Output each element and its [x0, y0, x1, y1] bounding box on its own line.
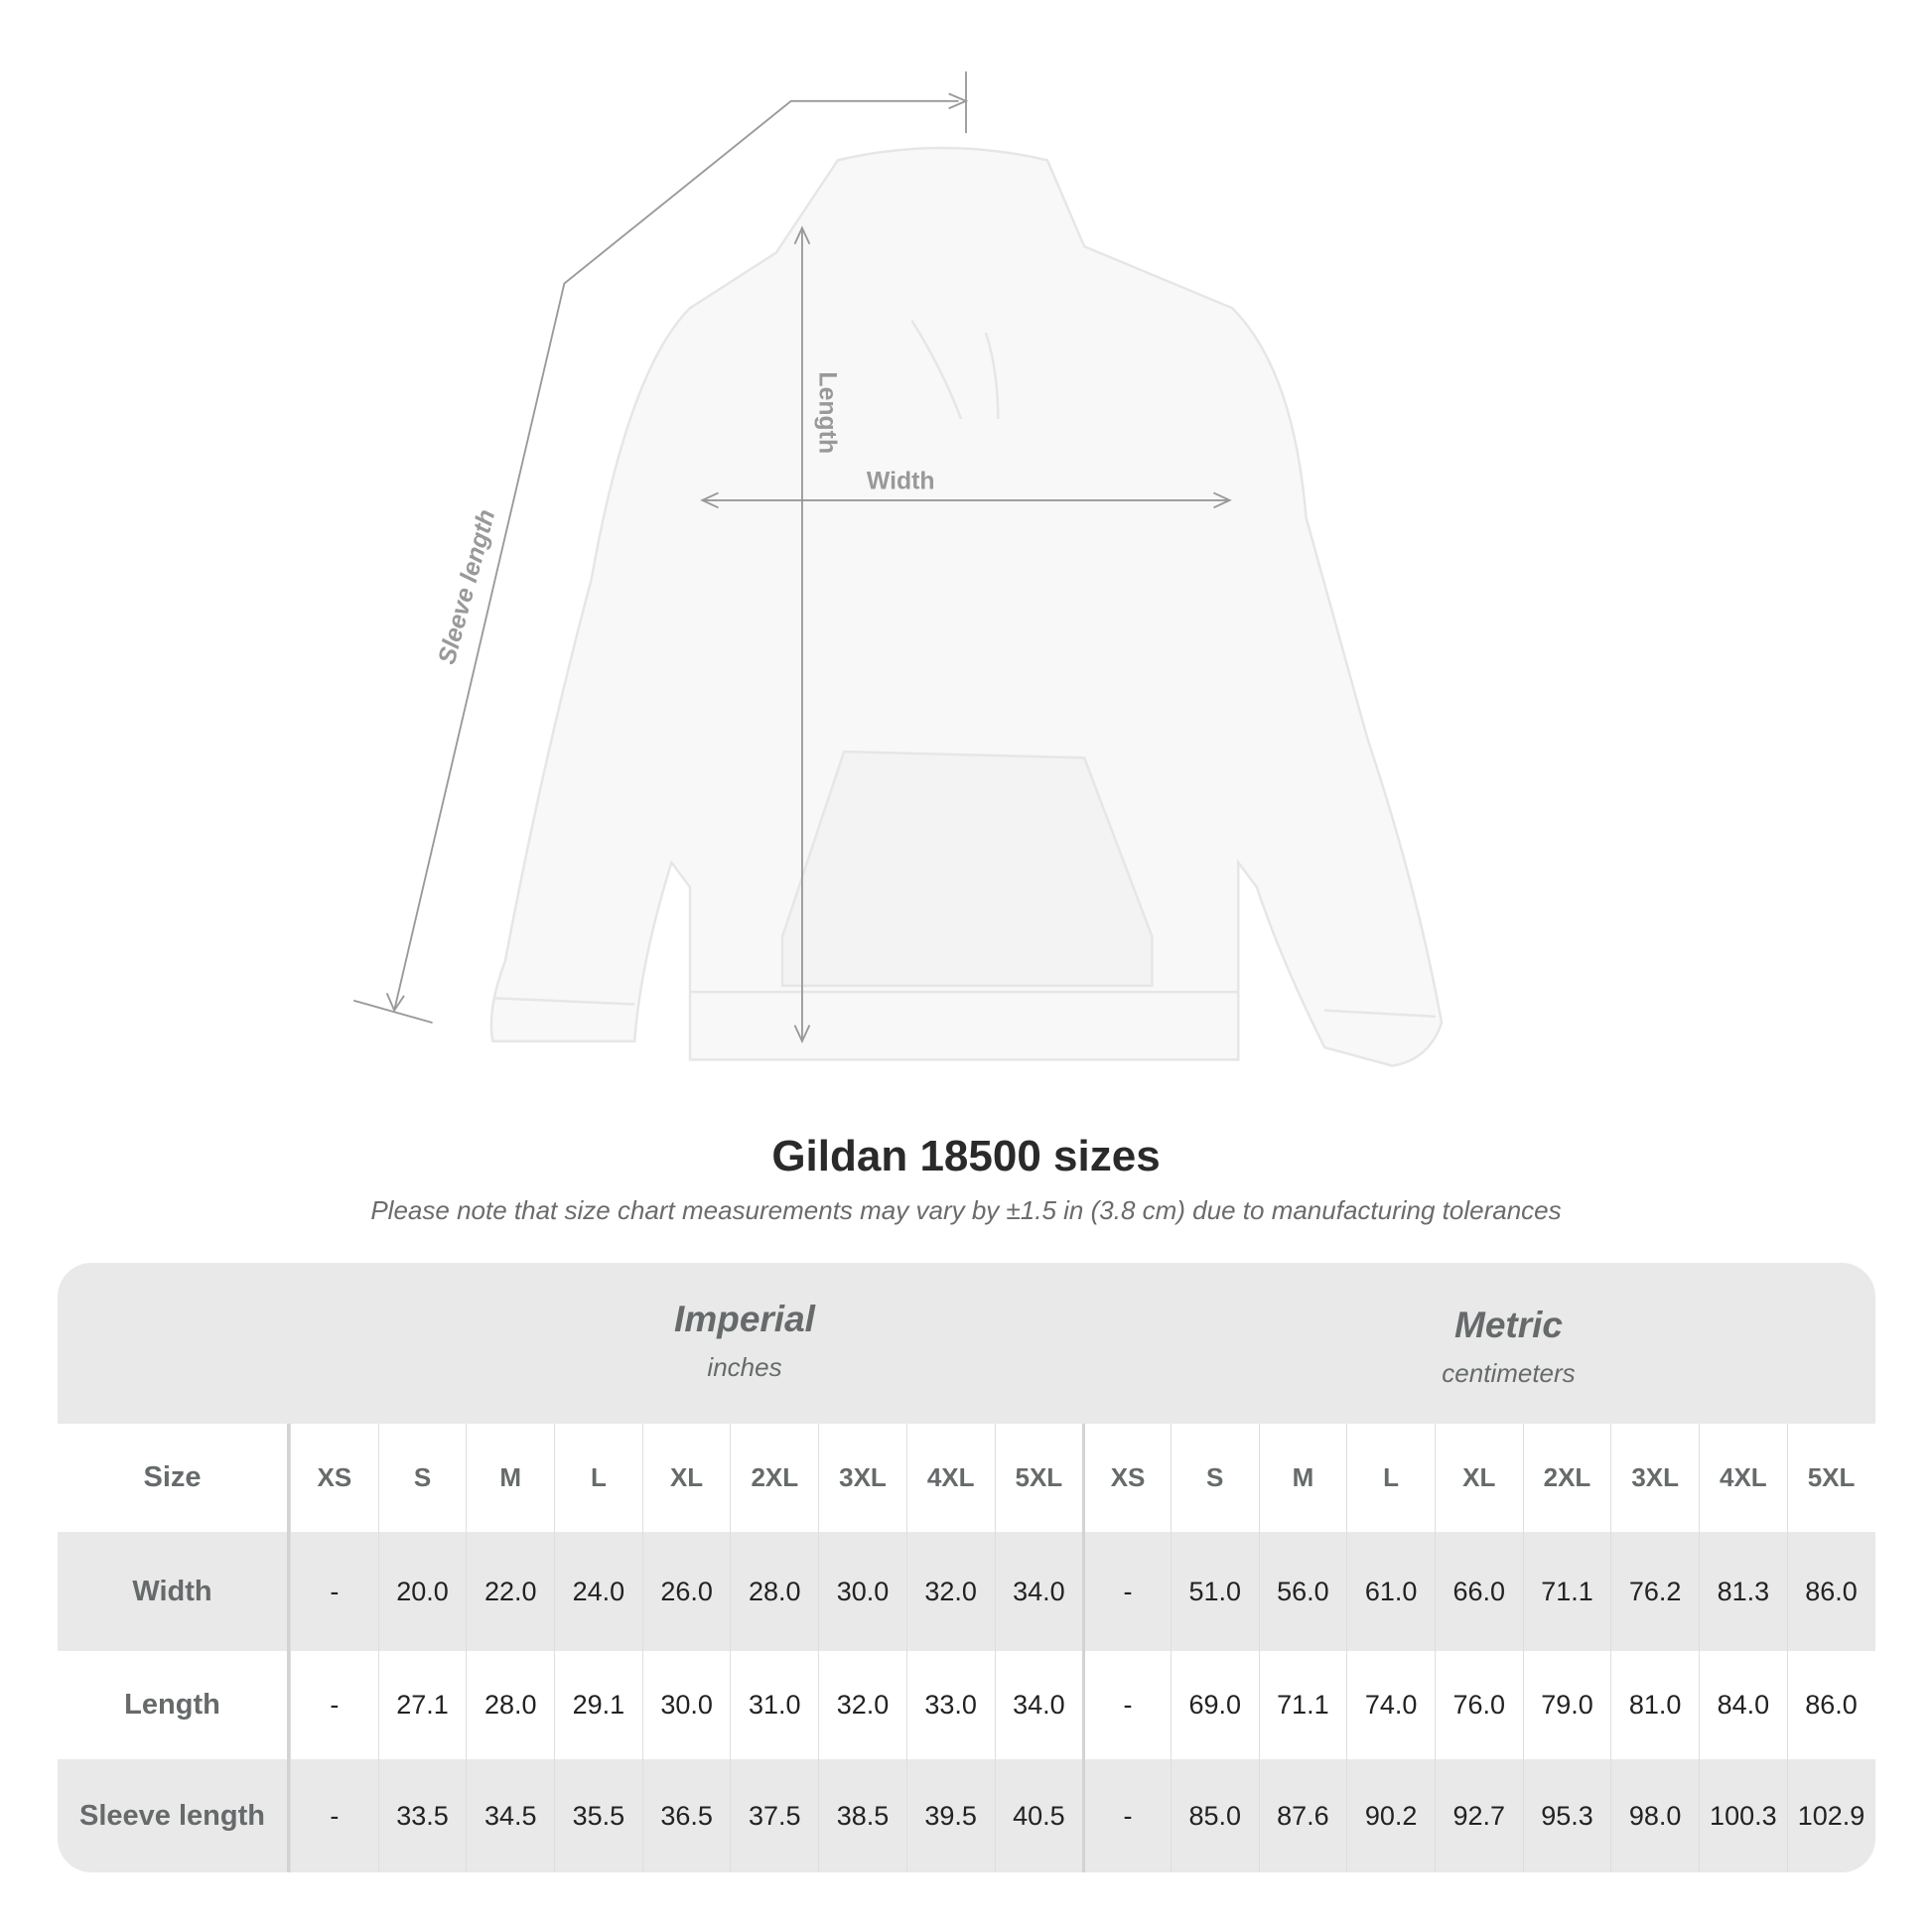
metric-value-L: 74.0 — [1346, 1651, 1435, 1759]
imperial-value-XL: 36.5 — [641, 1759, 731, 1872]
imperial-value-S: 27.1 — [377, 1651, 467, 1759]
size-metric-2XL: 2XL — [1522, 1424, 1611, 1532]
size-imperial-M: M — [466, 1424, 554, 1532]
imperial-value-5XL: 34.0 — [994, 1532, 1083, 1651]
metric-value-XS: - — [1082, 1532, 1171, 1651]
tolerance-note: Please note that size chart measurements… — [370, 1195, 1562, 1225]
size-imperial-5XL: 5XL — [994, 1424, 1083, 1532]
row-label: Length — [58, 1651, 290, 1759]
metric-value-4XL: 100.3 — [1699, 1759, 1787, 1872]
imperial-value-4XL: 32.0 — [905, 1532, 995, 1651]
metric-value-2XL: 71.1 — [1522, 1532, 1611, 1651]
metric-header: Metric centimeters — [1142, 1263, 1875, 1424]
hoodie-image — [489, 146, 1444, 1067]
size-imperial-XS: XS — [290, 1424, 378, 1532]
imperial-value-L: 29.1 — [554, 1651, 642, 1759]
row-label: Sleeve length — [58, 1759, 290, 1872]
size-imperial-S: S — [377, 1424, 467, 1532]
measure-lines — [352, 70, 1232, 1043]
size-metric-S: S — [1170, 1424, 1259, 1532]
imperial-header: Imperial inches — [347, 1263, 1142, 1424]
size-metric-4XL: 4XL — [1699, 1424, 1787, 1532]
imperial-value-S: 33.5 — [377, 1759, 467, 1872]
size-metric-5XL: 5XL — [1786, 1424, 1875, 1532]
row-label: Width — [58, 1532, 290, 1651]
imperial-value-2XL: 28.0 — [730, 1532, 818, 1651]
sleeve-length-label: Sleeve length — [434, 507, 500, 668]
size-table: Imperial inches Metric centimeters Size X… — [58, 1263, 1875, 1872]
page-title: Gildan 18500 sizes — [771, 1132, 1161, 1180]
metric-value-L: 90.2 — [1346, 1759, 1435, 1872]
size-imperial-XL: XL — [641, 1424, 731, 1532]
metric-value-3XL: 76.2 — [1610, 1532, 1699, 1651]
imperial-value-L: 24.0 — [554, 1532, 642, 1651]
metric-value-4XL: 84.0 — [1699, 1651, 1787, 1759]
size-metric-XL: XL — [1434, 1424, 1523, 1532]
metric-value-4XL: 81.3 — [1699, 1532, 1787, 1651]
metric-value-XS: - — [1082, 1651, 1171, 1759]
imperial-value-3XL: 32.0 — [818, 1651, 906, 1759]
metric-value-5XL: 102.9 — [1786, 1759, 1875, 1872]
size-label: Size — [58, 1424, 290, 1532]
imperial-value-XL: 30.0 — [641, 1651, 731, 1759]
size-header-row: Size XS S M L XL 2XL 3XL 4XL 5XL XS S M L XL 2XL 3XL 4XL 5… — [58, 1424, 1875, 1532]
metric-value-M: 87.6 — [1258, 1759, 1347, 1872]
metric-label: Metric — [1454, 1305, 1563, 1345]
size-imperial-3XL: 3XL — [818, 1424, 906, 1532]
metric-value-L: 61.0 — [1346, 1532, 1435, 1651]
metric-value-XL: 92.7 — [1434, 1759, 1523, 1872]
metric-value-XL: 76.0 — [1434, 1651, 1523, 1759]
hoodie-diagram: Sleeve length Length Width — [352, 70, 1444, 1067]
length-label: Length — [813, 371, 840, 454]
metric-value-2XL: 79.0 — [1522, 1651, 1611, 1759]
imperial-value-M: 22.0 — [466, 1532, 554, 1651]
metric-value-3XL: 98.0 — [1610, 1759, 1699, 1872]
metric-value-M: 71.1 — [1258, 1651, 1347, 1759]
imperial-value-2XL: 31.0 — [730, 1651, 818, 1759]
width-label: Width — [867, 469, 935, 495]
table-row-length: Length -27.1 28.0 29.1 30.0 31.0 32.0 33.0 34.0-… — [58, 1651, 1875, 1759]
imperial-value-4XL: 33.0 — [905, 1651, 995, 1759]
metric-value-XS: - — [1082, 1759, 1171, 1872]
metric-value-S: 51.0 — [1170, 1532, 1259, 1651]
size-imperial-2XL: 2XL — [730, 1424, 818, 1532]
metric-unit: centimeters — [1442, 1358, 1576, 1388]
metric-value-5XL: 86.0 — [1786, 1532, 1875, 1651]
size-metric-3XL: 3XL — [1610, 1424, 1699, 1532]
imperial-value-5XL: 34.0 — [994, 1651, 1083, 1759]
imperial-value-XS: - — [290, 1532, 378, 1651]
imperial-unit: inches — [707, 1352, 782, 1382]
imperial-value-M: 34.5 — [466, 1759, 554, 1872]
metric-value-3XL: 81.0 — [1610, 1651, 1699, 1759]
size-metric-XS: XS — [1082, 1424, 1171, 1532]
imperial-value-2XL: 37.5 — [730, 1759, 818, 1872]
imperial-label: Imperial — [674, 1299, 815, 1339]
imperial-value-3XL: 38.5 — [818, 1759, 906, 1872]
imperial-value-XS: - — [290, 1759, 378, 1872]
imperial-value-S: 20.0 — [377, 1532, 467, 1651]
table-row-sleeve-length: Sleeve length -33.5 34.5 35.5 36.5 37.5 38.5 39… — [58, 1759, 1875, 1872]
metric-value-5XL: 86.0 — [1786, 1651, 1875, 1759]
imperial-value-4XL: 39.5 — [905, 1759, 995, 1872]
metric-value-M: 56.0 — [1258, 1532, 1347, 1651]
metric-value-2XL: 95.3 — [1522, 1759, 1611, 1872]
imperial-value-XS: - — [290, 1651, 378, 1759]
metric-value-XL: 66.0 — [1434, 1532, 1523, 1651]
size-metric-M: M — [1258, 1424, 1347, 1532]
metric-value-S: 69.0 — [1170, 1651, 1259, 1759]
imperial-value-L: 35.5 — [554, 1759, 642, 1872]
size-imperial-L: L — [554, 1424, 642, 1532]
imperial-value-XL: 26.0 — [641, 1532, 731, 1651]
table-row-width: Width -20.0 22.0 24.0 26.0 28.0 30.0 32.0 34.0-5… — [58, 1532, 1875, 1651]
imperial-value-3XL: 30.0 — [818, 1532, 906, 1651]
imperial-value-5XL: 40.5 — [994, 1759, 1083, 1872]
size-imperial-4XL: 4XL — [905, 1424, 995, 1532]
size-metric-L: L — [1346, 1424, 1435, 1532]
metric-value-S: 85.0 — [1170, 1759, 1259, 1872]
imperial-value-M: 28.0 — [466, 1651, 554, 1759]
